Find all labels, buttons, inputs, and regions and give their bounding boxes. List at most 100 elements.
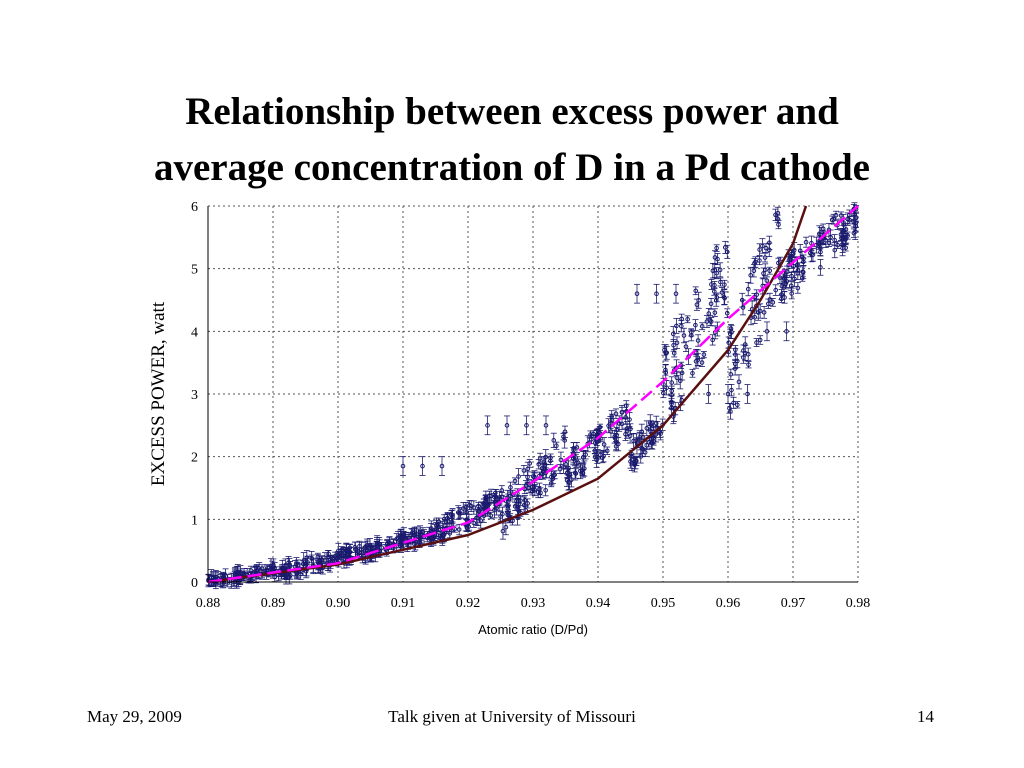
data-point bbox=[724, 310, 730, 316]
data-point-group bbox=[713, 292, 720, 303]
data-point bbox=[604, 448, 610, 454]
data-point-group bbox=[730, 396, 737, 409]
data-point bbox=[764, 329, 770, 334]
data-point bbox=[795, 270, 801, 276]
data-point bbox=[588, 432, 593, 437]
outlier-point bbox=[653, 283, 660, 304]
data-point bbox=[287, 563, 293, 569]
data-point bbox=[767, 240, 772, 246]
data-point-group bbox=[693, 298, 700, 311]
data-point bbox=[319, 560, 324, 565]
data-point bbox=[740, 305, 746, 310]
data-point bbox=[714, 295, 720, 300]
data-point-group bbox=[766, 235, 773, 250]
data-point bbox=[344, 547, 349, 553]
data-point bbox=[301, 558, 306, 563]
data-point bbox=[693, 322, 698, 328]
data-point bbox=[800, 275, 805, 281]
data-point-group bbox=[332, 551, 339, 561]
data-point bbox=[271, 562, 276, 568]
data-point bbox=[800, 269, 806, 275]
data-point-group bbox=[852, 217, 859, 229]
data-point bbox=[592, 440, 598, 446]
data-point bbox=[478, 506, 484, 511]
data-point bbox=[337, 553, 343, 559]
outlier-point bbox=[634, 283, 640, 304]
x-tick-label: 0.94 bbox=[586, 596, 611, 611]
data-point bbox=[254, 567, 260, 573]
data-point-group bbox=[695, 334, 702, 347]
data-point-group bbox=[680, 327, 687, 344]
data-point-group bbox=[303, 564, 310, 579]
data-point-group bbox=[592, 452, 599, 461]
data-point bbox=[487, 493, 492, 498]
data-point-group bbox=[752, 256, 759, 268]
data-point bbox=[508, 485, 513, 490]
data-point bbox=[504, 423, 510, 428]
data-point bbox=[280, 566, 285, 571]
data-point bbox=[733, 347, 738, 353]
y-tick-label: 2 bbox=[191, 451, 198, 466]
data-point bbox=[775, 216, 780, 222]
data-point-group bbox=[673, 318, 680, 334]
data-point-group bbox=[456, 507, 463, 520]
data-point bbox=[760, 243, 765, 249]
data-point bbox=[757, 247, 762, 252]
scatter-chart: 0.88 0.89 0.90 0.91 0.92 0.93 0.94 0.95 0.96 0.97… bbox=[148, 200, 870, 637]
data-point bbox=[456, 527, 462, 532]
data-point-group bbox=[557, 464, 564, 475]
data-point bbox=[745, 351, 751, 357]
data-point-group bbox=[766, 266, 773, 275]
data-point bbox=[565, 470, 570, 475]
data-point-group bbox=[604, 446, 611, 455]
data-point-group bbox=[318, 555, 325, 564]
data-point bbox=[298, 571, 303, 577]
data-point bbox=[701, 352, 707, 357]
data-point-group bbox=[542, 449, 549, 465]
data-point-group bbox=[788, 280, 795, 291]
data-point-group bbox=[753, 289, 760, 300]
data-point bbox=[353, 547, 358, 552]
data-point-group bbox=[774, 214, 781, 223]
data-point bbox=[678, 323, 684, 329]
data-point bbox=[818, 265, 823, 270]
data-point-group bbox=[790, 249, 797, 258]
data-point bbox=[471, 520, 477, 526]
data-point-group bbox=[376, 539, 383, 551]
data-point-group bbox=[772, 284, 779, 296]
data-point bbox=[757, 337, 763, 343]
data-point bbox=[232, 571, 238, 576]
data-point bbox=[516, 498, 521, 504]
data-point bbox=[476, 508, 481, 514]
data-point bbox=[457, 510, 462, 516]
data-point bbox=[714, 245, 719, 251]
data-point bbox=[693, 359, 699, 364]
data-point-group bbox=[599, 452, 606, 464]
data-point-group bbox=[338, 546, 345, 554]
data-point bbox=[741, 348, 746, 353]
data-point-group bbox=[753, 338, 760, 347]
data-point bbox=[409, 532, 414, 537]
data-point-group bbox=[579, 464, 586, 476]
data-point bbox=[475, 515, 481, 520]
data-point-group bbox=[762, 252, 769, 263]
data-point bbox=[359, 549, 365, 555]
data-point bbox=[485, 423, 490, 428]
data-point bbox=[592, 454, 598, 460]
data-point-group bbox=[521, 494, 528, 506]
data-point-group bbox=[684, 315, 691, 324]
data-point bbox=[726, 340, 732, 345]
data-point bbox=[483, 496, 489, 501]
y-axis-label: EXCESS POWER, watt bbox=[148, 301, 169, 486]
data-point-group bbox=[817, 259, 824, 276]
data-point bbox=[434, 532, 440, 538]
data-point-group bbox=[668, 376, 675, 389]
outlier-point bbox=[783, 321, 790, 342]
data-point bbox=[754, 340, 759, 345]
data-point bbox=[695, 338, 701, 343]
data-point bbox=[583, 452, 588, 457]
data-point bbox=[623, 415, 628, 420]
data-point-group bbox=[457, 508, 464, 519]
data-point-group bbox=[470, 500, 477, 515]
data-point bbox=[418, 532, 423, 537]
